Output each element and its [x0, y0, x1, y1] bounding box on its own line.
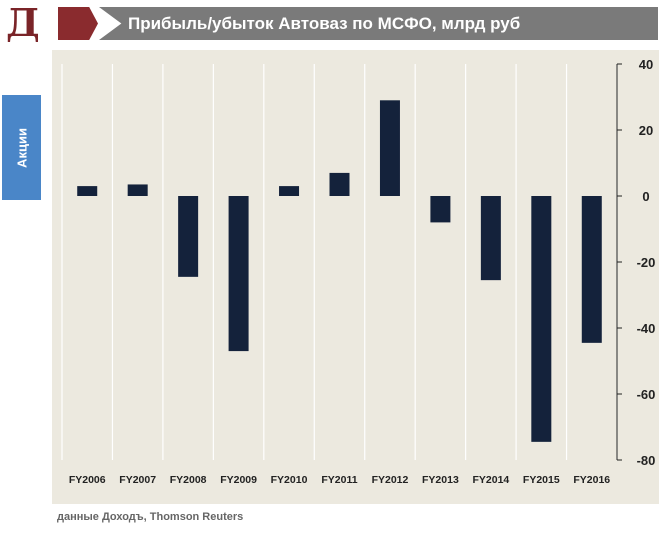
bar — [480, 196, 501, 281]
y-tick-label: -80 — [637, 453, 656, 468]
chart-title: Прибыль/убыток Автоваз по МСФО, млрд руб — [128, 14, 521, 33]
chart-area — [52, 50, 659, 504]
y-tick-label: -40 — [637, 321, 656, 336]
bar — [531, 196, 552, 442]
x-tick-label: FY2013 — [422, 474, 459, 486]
x-tick-label: FY2010 — [271, 474, 308, 486]
bar — [379, 100, 400, 196]
bar — [228, 196, 249, 352]
bar — [77, 186, 98, 196]
header-bar — [99, 7, 658, 40]
bar — [430, 196, 451, 223]
y-tick-label: 40 — [639, 57, 653, 72]
y-tick-label: -60 — [637, 387, 656, 402]
bar — [127, 184, 148, 196]
header-arrow-icon — [58, 7, 98, 40]
source-note: данные Доходъ, Thomson Reuters — [57, 511, 244, 523]
x-tick-label: FY2011 — [321, 474, 357, 486]
x-tick-label: FY2007 — [119, 474, 156, 486]
bar — [329, 172, 350, 196]
x-tick-label: FY2015 — [523, 474, 560, 486]
y-tick-label: 0 — [642, 189, 649, 204]
side-tab-stocks[interactable]: Акции — [2, 95, 41, 200]
bar — [279, 186, 300, 196]
x-tick-label: FY2008 — [170, 474, 207, 486]
x-tick-label: FY2009 — [220, 474, 257, 486]
x-tick-label: FY2012 — [372, 474, 409, 486]
bar — [581, 196, 602, 343]
logo: Д — [6, 0, 40, 45]
x-tick-label: FY2014 — [472, 474, 509, 486]
x-tick-label: FY2006 — [69, 474, 106, 486]
bar — [178, 196, 199, 277]
y-tick-label: 20 — [639, 123, 653, 138]
x-tick-label: FY2016 — [573, 474, 610, 486]
y-tick-label: -20 — [637, 255, 656, 270]
